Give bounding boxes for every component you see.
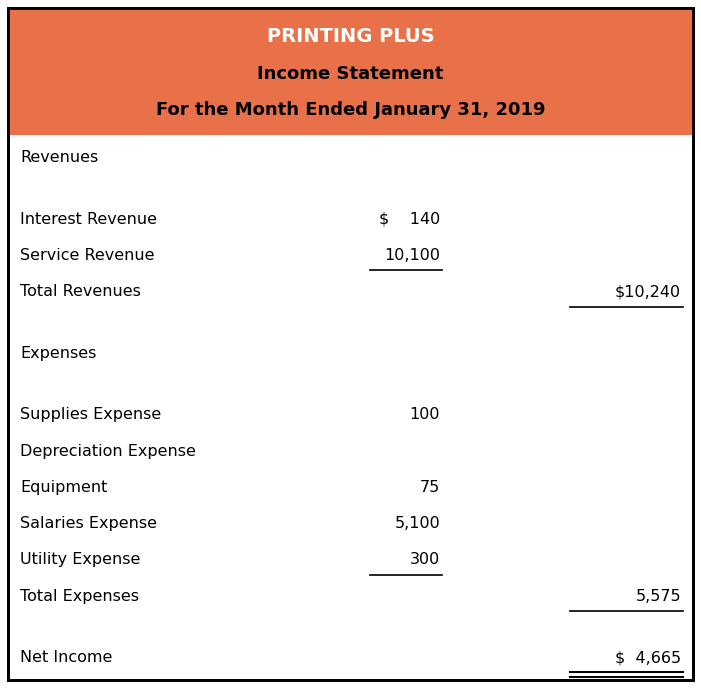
Text: $  4,665: $ 4,665 — [615, 650, 681, 665]
Text: Service Revenue: Service Revenue — [20, 248, 154, 263]
Text: Net Income: Net Income — [20, 650, 112, 665]
Text: Total Expenses: Total Expenses — [20, 589, 139, 603]
Bar — [8, 8, 693, 136]
Text: PRINTING PLUS: PRINTING PLUS — [266, 27, 435, 45]
Text: For the Month Ended January 31, 2019: For the Month Ended January 31, 2019 — [156, 101, 545, 119]
Text: 100: 100 — [409, 407, 440, 422]
Text: Depreciation Expense: Depreciation Expense — [20, 444, 196, 459]
Text: Expenses: Expenses — [20, 346, 96, 361]
Text: Supplies Expense: Supplies Expense — [20, 407, 161, 422]
Text: Income Statement: Income Statement — [257, 65, 444, 83]
Text: Equipment: Equipment — [20, 480, 107, 495]
Text: Salaries Expense: Salaries Expense — [20, 516, 157, 531]
Text: Total Revenues: Total Revenues — [20, 284, 141, 299]
Text: 300: 300 — [410, 552, 440, 568]
Text: 75: 75 — [420, 480, 440, 495]
Text: Utility Expense: Utility Expense — [20, 552, 140, 568]
Text: Interest Revenue: Interest Revenue — [20, 212, 157, 226]
Text: 5,100: 5,100 — [394, 516, 440, 531]
Text: 5,575: 5,575 — [635, 589, 681, 603]
Text: Revenues: Revenues — [20, 150, 98, 165]
Text: 10,100: 10,100 — [384, 248, 440, 263]
Text: $10,240: $10,240 — [615, 284, 681, 299]
Text: $    140: $ 140 — [379, 212, 440, 226]
